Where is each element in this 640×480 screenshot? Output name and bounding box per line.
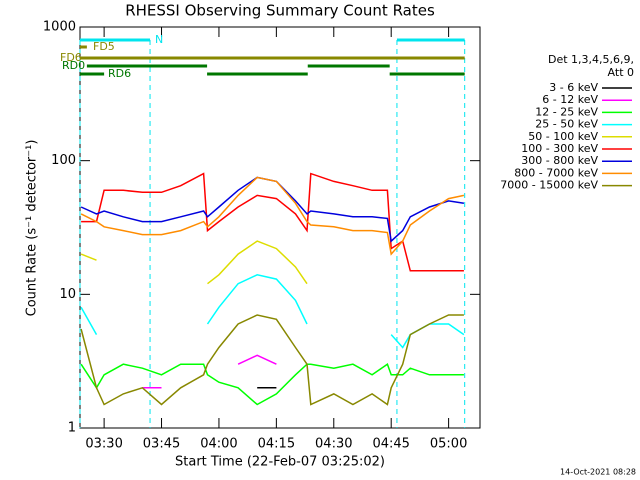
y-tick-label: 10 <box>59 287 76 302</box>
x-tick-label: 05:00 <box>430 437 467 452</box>
x-tick-label: 04:45 <box>372 437 409 452</box>
legend-label: 800 - 7000 keV <box>514 166 598 179</box>
y-tick-label: 1000 <box>43 20 76 35</box>
legend-label: 7000 - 15000 keV <box>500 179 598 192</box>
footer: 14-Oct-2021 08:28 <box>560 468 636 477</box>
legend-title: Att 0 <box>608 66 634 79</box>
legend-label: 50 - 100 keV <box>528 130 598 143</box>
plot-frame <box>79 26 481 429</box>
legend-title: Det 1,3,4,5,6,9, <box>548 53 634 66</box>
series-line <box>80 176 465 243</box>
flag-label: N <box>155 33 163 46</box>
x-tick-label: 04:00 <box>200 437 237 452</box>
series-line <box>80 274 465 349</box>
series-line <box>80 240 308 285</box>
legend-label: 25 - 50 keV <box>535 118 598 131</box>
series-line <box>80 314 464 406</box>
x-tick-label: 03:45 <box>143 437 180 452</box>
series-line <box>142 354 277 389</box>
flag-label: RD0 <box>62 59 85 72</box>
y-axis-label: Count Rate (s⁻¹ detector⁻¹) <box>25 140 40 317</box>
series-line <box>80 363 464 406</box>
legend-label: 3 - 6 keV <box>549 81 598 94</box>
flag-label: RD6 <box>108 67 131 80</box>
flag-label: FD5 <box>93 40 115 53</box>
flag-label: FD6 <box>60 51 82 64</box>
y-tick-label: 100 <box>51 153 76 168</box>
x-axis-label: Start Time (22-Feb-07 03:25:02) <box>175 455 385 470</box>
x-tick-label: 04:30 <box>315 437 352 452</box>
chart-title: RHESSI Observing Summary Count Rates <box>125 2 435 20</box>
legend-label: 300 - 800 keV <box>521 154 598 167</box>
x-tick-label: 04:15 <box>258 437 295 452</box>
y-tick-label: 1 <box>68 421 76 436</box>
x-tick-label: 03:30 <box>85 437 122 452</box>
series-line <box>80 176 465 256</box>
legend-label: 6 - 12 keV <box>542 93 598 106</box>
legend-label: 100 - 300 keV <box>521 142 598 155</box>
legend-label: 12 - 25 keV <box>535 105 598 118</box>
